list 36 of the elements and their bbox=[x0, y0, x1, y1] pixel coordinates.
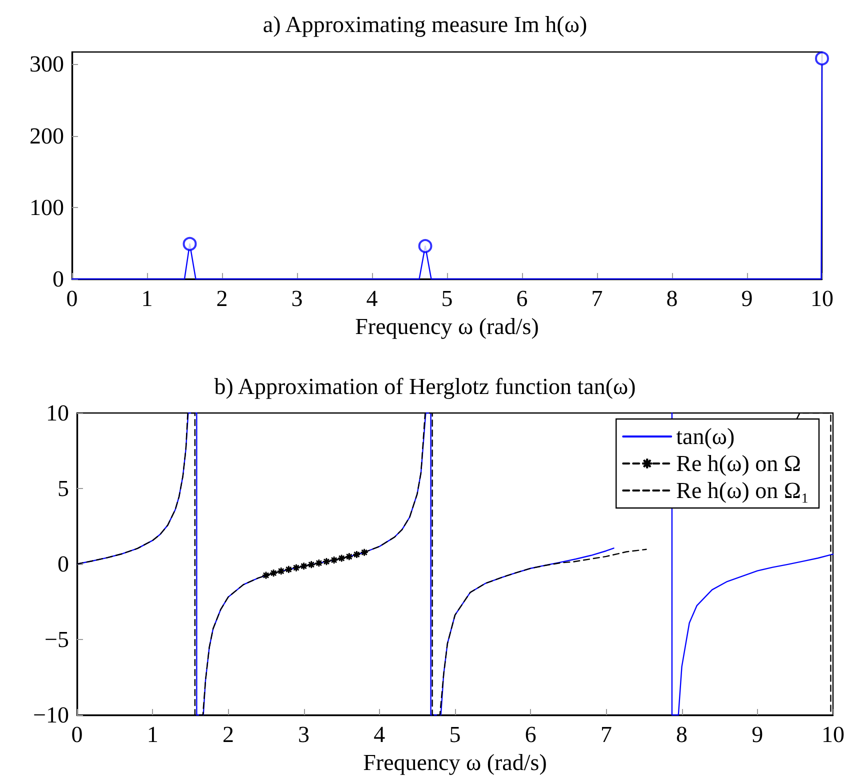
y-tick-label: 5 bbox=[58, 476, 69, 501]
x-tick-label: 2 bbox=[216, 286, 228, 311]
chart-title: b) Approximation of Herglotz function tan(ω) bbox=[214, 374, 636, 399]
y-tick-label: 300 bbox=[30, 52, 64, 77]
x-tick-label: 3 bbox=[298, 722, 310, 747]
x-tick-label: 9 bbox=[752, 722, 764, 747]
legend-label: tan(ω) bbox=[676, 424, 735, 449]
y-tick-label: 200 bbox=[30, 123, 64, 148]
x-tick-label: 3 bbox=[291, 286, 303, 311]
x-tick-label: 4 bbox=[366, 286, 378, 311]
x-tick-label: 8 bbox=[676, 722, 688, 747]
x-tick-label: 9 bbox=[741, 286, 753, 311]
x-tick-label: 10 bbox=[822, 722, 844, 747]
x-tick-label: 5 bbox=[441, 286, 453, 311]
x-axis-title: Frequency ω (rad/s) bbox=[363, 750, 547, 775]
legend-label: Re h(ω) on Ω bbox=[676, 451, 801, 476]
x-tick-label: 8 bbox=[666, 286, 678, 311]
x-tick-label: 4 bbox=[374, 722, 386, 747]
legend-label: Re h(ω) on Ω₁ bbox=[676, 478, 810, 503]
x-tick-label: 6 bbox=[516, 286, 528, 311]
x-axis-title: Frequency ω (rad/s) bbox=[355, 314, 539, 339]
x-tick-label: 5 bbox=[449, 722, 461, 747]
y-tick-label: 10 bbox=[46, 400, 69, 426]
x-tick-label: 10 bbox=[810, 286, 834, 311]
x-tick-label: 7 bbox=[591, 286, 603, 311]
x-tick-label: 1 bbox=[141, 286, 153, 311]
y-tick-label: 0 bbox=[58, 552, 69, 576]
x-tick-label: 7 bbox=[600, 722, 612, 747]
x-tick-label: 6 bbox=[524, 722, 536, 747]
y-tick-label: −10 bbox=[33, 702, 69, 728]
y-tick-label: −5 bbox=[44, 627, 69, 652]
y-tick-label: 0 bbox=[52, 266, 64, 292]
y-tick-label: 100 bbox=[30, 194, 64, 220]
chart-title: a) Approximating measure Im h(ω) bbox=[262, 12, 588, 37]
x-tick-label: 2 bbox=[222, 722, 234, 747]
x-tick-label: 1 bbox=[146, 722, 158, 747]
